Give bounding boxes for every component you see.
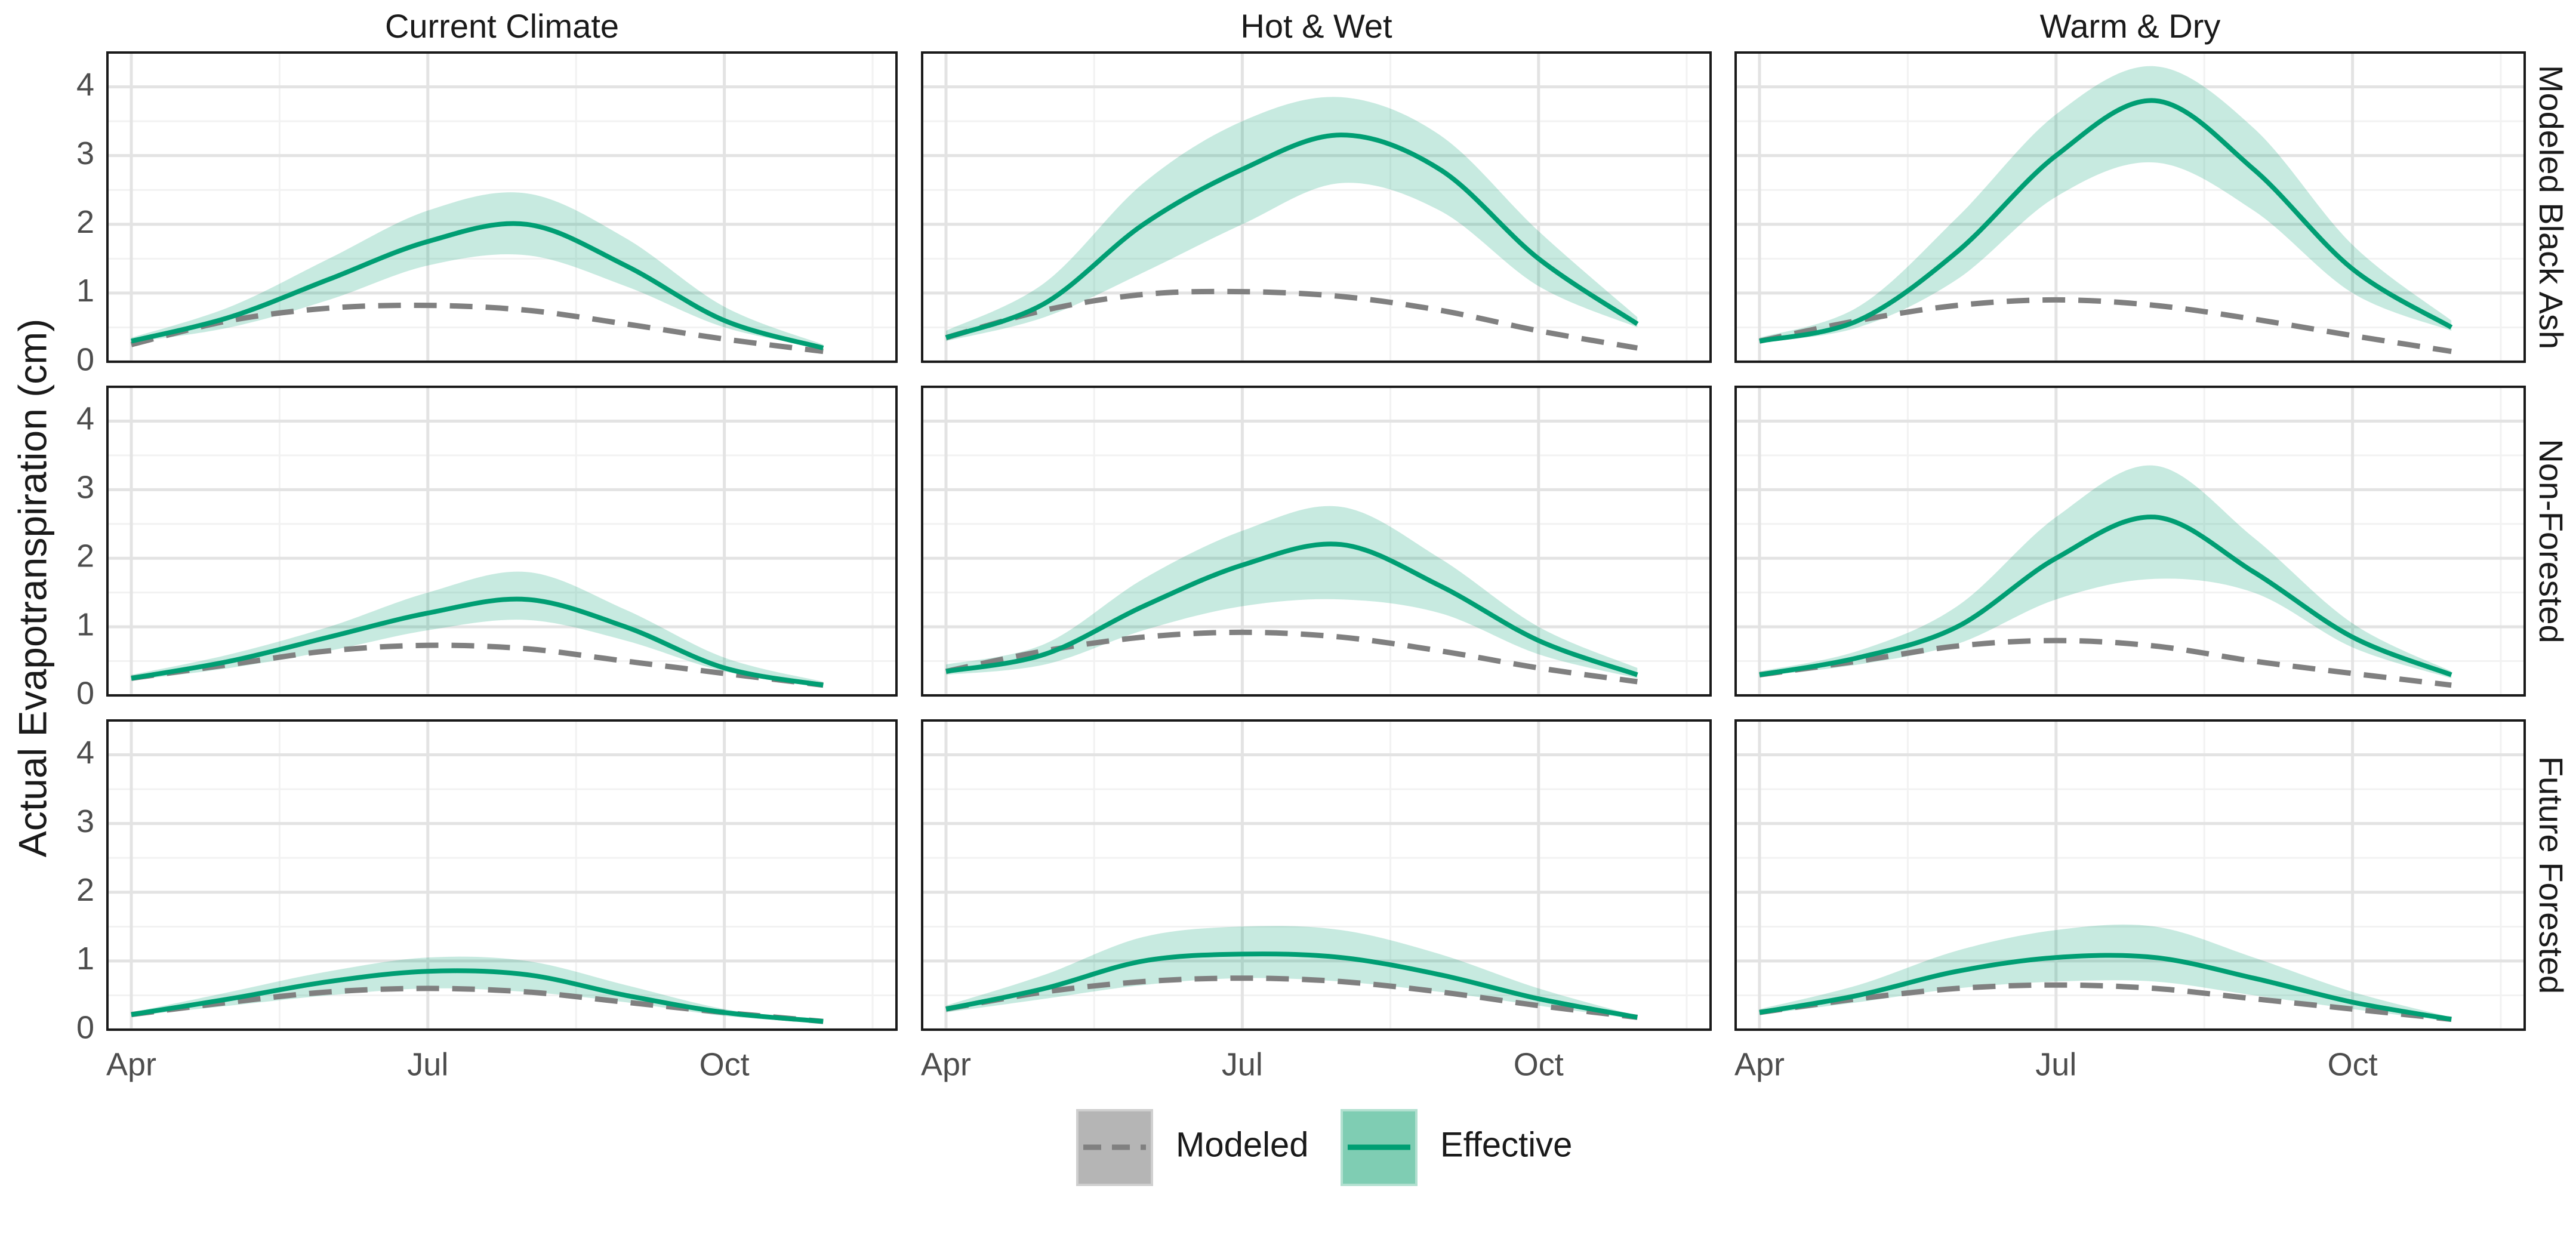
effective-line bbox=[131, 968, 824, 1024]
x-tick-label-oct: Oct bbox=[2328, 1046, 2378, 1082]
modeled-line bbox=[945, 975, 1638, 1020]
row-title-modeled-black-ash: Modeled Black Ash bbox=[2532, 65, 2570, 349]
x-tick-label-oct: Oct bbox=[1514, 1046, 1564, 1082]
y-tick-label: 2 bbox=[76, 538, 94, 574]
panel-background bbox=[922, 387, 1711, 695]
panels-layer: 0 1 2 3 4 0 1 2 3 4 0 1 2 3 4 Apr Jul Oct Apr Jul Oct Apr Jul O… bbox=[76, 51, 2526, 1082]
y-tick-label: 0 bbox=[76, 1009, 94, 1045]
panel-border bbox=[1734, 386, 2526, 697]
panel-border bbox=[921, 51, 1712, 363]
column-title-hot-and-wet: Hot & Wet bbox=[1240, 7, 1392, 45]
effective-line bbox=[945, 541, 1638, 677]
panel-border bbox=[1734, 51, 2526, 363]
row-title-future-forested: Future Forested bbox=[2532, 756, 2570, 994]
y-tick-label: 1 bbox=[76, 606, 94, 642]
y-tick-label: 1 bbox=[76, 941, 94, 977]
panel-non-forested-current-climate: 0 1 2 3 4 bbox=[76, 386, 898, 711]
effective-line bbox=[945, 951, 1638, 1020]
panel-background bbox=[107, 387, 896, 695]
y-tick-label: 3 bbox=[76, 470, 94, 506]
y-tick-label: 2 bbox=[76, 872, 94, 908]
panel-non-forested-warm-and-dry bbox=[1734, 386, 2526, 697]
panel-background bbox=[1736, 720, 2525, 1030]
y-tick-label: 0 bbox=[76, 341, 94, 377]
labels-layer: Actual Evapotranspiration (cm) Current C… bbox=[10, 7, 2570, 994]
y-tick-label: 4 bbox=[76, 735, 94, 771]
panel-modeled-black-ash-hot-and-wet bbox=[921, 51, 1712, 364]
column-title-warm-and-dry: Warm & Dry bbox=[2040, 7, 2221, 45]
y-tick-label: 3 bbox=[76, 803, 94, 839]
panel-modeled-black-ash-warm-and-dry bbox=[1734, 51, 2526, 364]
row-title-non-forested: Non-Forested bbox=[2532, 439, 2570, 643]
effective-ribbon bbox=[1760, 465, 2452, 679]
modeled-line bbox=[1759, 637, 2452, 688]
modeled-line bbox=[945, 288, 1638, 351]
legend-label-modeled: Modeled bbox=[1176, 1125, 1308, 1164]
legend: Modeled Effective bbox=[1076, 1109, 1572, 1186]
y-axis-label: Actual Evapotranspiration (cm) bbox=[10, 319, 54, 857]
x-tick-label-apr: Apr bbox=[106, 1046, 156, 1082]
y-tick-label: 3 bbox=[76, 135, 94, 171]
y-tick-label: 2 bbox=[76, 204, 94, 240]
x-tick-label-jul: Jul bbox=[407, 1046, 448, 1082]
panel-border bbox=[1734, 719, 2526, 1031]
panel-border bbox=[106, 719, 898, 1031]
legend-label-effective: Effective bbox=[1440, 1125, 1572, 1164]
panel-non-forested-hot-and-wet bbox=[921, 386, 1712, 697]
modeled-line bbox=[1759, 297, 2452, 355]
effective-line bbox=[945, 133, 1639, 340]
effective-line bbox=[1759, 953, 2452, 1022]
panel-future-forested-current-climate: 0 1 2 3 4 Apr Jul Oct bbox=[76, 719, 898, 1082]
effective-line bbox=[1759, 515, 2452, 677]
modeled-line bbox=[1759, 982, 2452, 1023]
effective-line bbox=[131, 221, 824, 350]
modeled-line bbox=[131, 642, 824, 688]
panel-background bbox=[107, 720, 896, 1030]
effective-line bbox=[1759, 98, 2453, 344]
effective-ribbon bbox=[946, 506, 1638, 679]
x-tick-label-apr: Apr bbox=[921, 1046, 971, 1082]
column-title-current-climate: Current Climate bbox=[385, 7, 619, 45]
panel-modeled-black-ash-current-climate: 0 1 2 3 4 bbox=[76, 51, 898, 377]
x-tick-label-apr: Apr bbox=[1734, 1046, 1785, 1082]
y-tick-label: 1 bbox=[76, 273, 94, 309]
panel-border bbox=[106, 386, 898, 697]
y-tick-label: 4 bbox=[76, 67, 94, 103]
x-tick-label-jul: Jul bbox=[1222, 1046, 1263, 1082]
x-tick-label-oct: Oct bbox=[700, 1046, 750, 1082]
modeled-line bbox=[130, 302, 824, 355]
effective-ribbon bbox=[946, 97, 1638, 341]
y-tick-label: 4 bbox=[76, 401, 94, 437]
y-tick-label: 0 bbox=[76, 675, 94, 711]
panel-border bbox=[921, 386, 1712, 697]
panel-border bbox=[921, 719, 1712, 1031]
effective-ribbon bbox=[946, 926, 1638, 1020]
panel-future-forested-hot-and-wet: Apr Jul Oct bbox=[921, 719, 1712, 1082]
x-tick-label-jul: Jul bbox=[2035, 1046, 2076, 1082]
modeled-line bbox=[945, 629, 1638, 685]
effective-line bbox=[131, 596, 824, 688]
effective-ribbon bbox=[1760, 924, 2452, 1022]
panel-border bbox=[106, 51, 898, 363]
panel-future-forested-warm-and-dry: Apr Jul Oct bbox=[1734, 719, 2526, 1082]
